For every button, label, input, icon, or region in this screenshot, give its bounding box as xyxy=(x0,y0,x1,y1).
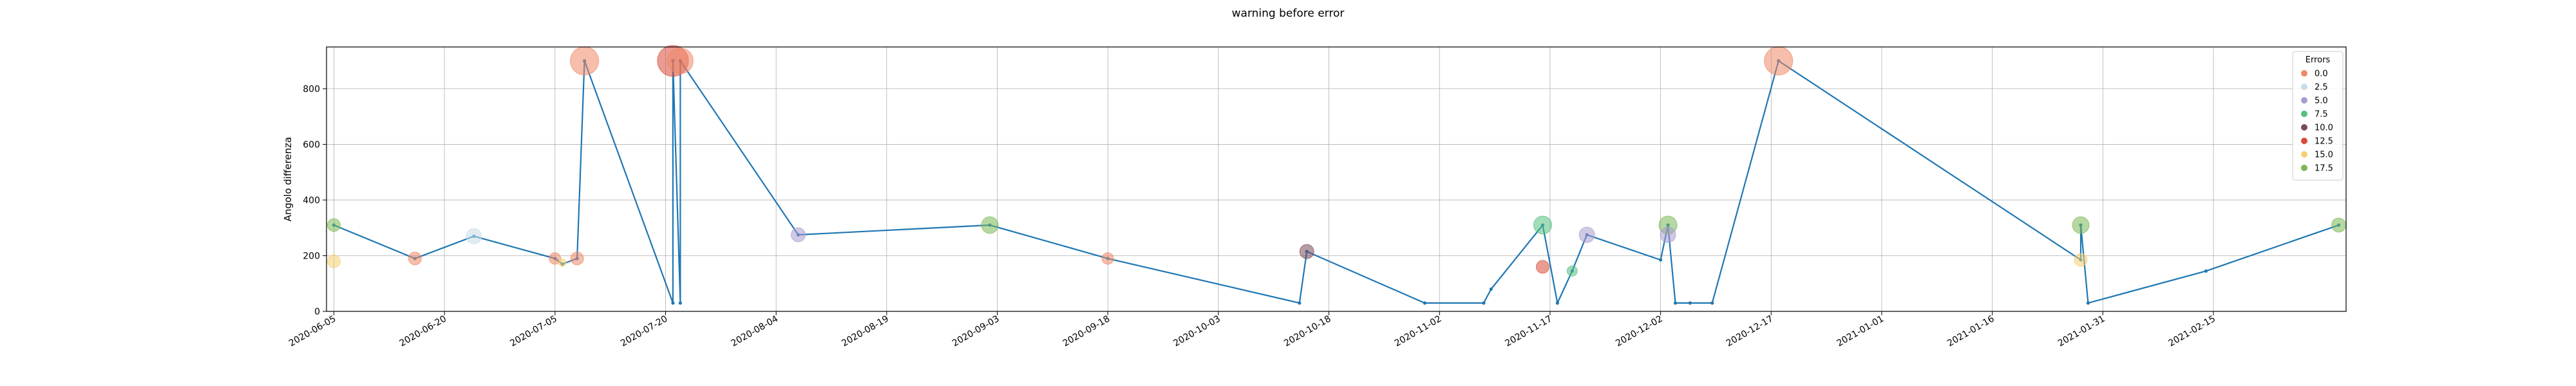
legend-entry-label: 15.0 xyxy=(2315,151,2333,160)
x-tick-label: 2020-12-17 xyxy=(1725,314,1775,349)
scatter-point xyxy=(1764,46,1794,76)
scatter-point xyxy=(1566,265,1578,277)
legend-entry-label: 2.5 xyxy=(2315,83,2328,93)
y-tick-label: 800 xyxy=(303,84,320,95)
legend-entry-label: 5.0 xyxy=(2315,96,2328,106)
scatter-point xyxy=(1299,244,1314,259)
line-marker xyxy=(1688,301,1692,305)
legend-swatch xyxy=(2301,124,2307,131)
line-marker xyxy=(1555,301,1559,305)
legend-swatch xyxy=(2301,165,2307,171)
scatter-point xyxy=(408,252,422,266)
y-tick-label: 200 xyxy=(303,251,320,261)
x-tick-label: 2021-02-15 xyxy=(2167,314,2217,349)
x-tick-label: 2020-09-18 xyxy=(1061,314,1112,349)
line-marker xyxy=(1710,301,1714,305)
scatter-point xyxy=(558,258,567,267)
legend-entry-label: 12.5 xyxy=(2315,137,2333,147)
y-axis: 0 200 400 600 800 xyxy=(303,84,327,317)
legend-box xyxy=(2292,51,2344,181)
scatter-point xyxy=(570,252,584,266)
legend-swatch xyxy=(2301,97,2307,104)
scatter-point xyxy=(327,218,341,232)
legend-entry-label: 7.5 xyxy=(2315,110,2328,120)
scatter-point xyxy=(2072,216,2090,234)
scatter-point xyxy=(981,216,999,234)
legend-swatch xyxy=(2301,111,2307,117)
series-line xyxy=(332,59,2341,306)
x-tick-label: 2020-08-04 xyxy=(730,314,781,349)
chart-title: warning before error xyxy=(1232,7,1345,20)
legend-title: Errors xyxy=(2306,55,2331,65)
scatter-points xyxy=(327,45,2347,277)
scatter-point xyxy=(667,48,694,75)
scatter-point xyxy=(570,46,600,76)
legend: Errors 0.0 2.5 5.0 7.5 10.0 12.5 15.0 17.5 xyxy=(2292,51,2344,181)
x-axis: 2020-06-05 2020-06-20 2020-07-05 2020-07-20… xyxy=(287,311,2217,349)
x-tick-label: 2020-06-20 xyxy=(398,314,448,349)
scatter-point xyxy=(1535,260,1549,274)
x-tick-label: 2021-01-16 xyxy=(1946,314,1996,349)
legend-entry-label: 0.0 xyxy=(2315,69,2328,79)
line-marker xyxy=(2204,269,2208,273)
x-tick-label: 2020-11-17 xyxy=(1503,314,1553,349)
scatter-point xyxy=(549,252,562,265)
line-marker xyxy=(2086,301,2090,305)
line-marker xyxy=(1489,287,1493,291)
scatter-point xyxy=(466,228,482,244)
grid xyxy=(327,47,2346,312)
scatter-point xyxy=(790,227,806,243)
x-tick-label: 2021-01-31 xyxy=(2056,314,2107,349)
x-tick-label: 2020-09-03 xyxy=(951,314,1001,349)
scatter-point xyxy=(2331,217,2347,233)
legend-entry-label: 17.5 xyxy=(2315,164,2333,174)
y-axis-title: Angolo differenza xyxy=(282,137,294,221)
scatter-point xyxy=(327,254,341,268)
y-tick-label: 600 xyxy=(303,140,320,150)
x-tick-label: 2020-07-05 xyxy=(508,314,558,349)
x-tick-label: 2020-12-02 xyxy=(1614,314,1664,349)
legend-entry-label: 10.0 xyxy=(2315,124,2333,133)
legend-swatch xyxy=(2301,70,2307,77)
legend-swatch xyxy=(2301,151,2307,158)
x-tick-label: 2020-10-18 xyxy=(1282,314,1332,349)
plot-frame xyxy=(326,46,2347,312)
legend-swatch xyxy=(2301,138,2307,144)
scatter-point xyxy=(1660,226,1676,243)
line-marker xyxy=(1482,301,1486,305)
x-tick-label: 2020-11-02 xyxy=(1393,314,1443,349)
scatter-point xyxy=(2074,253,2088,267)
scatter-point xyxy=(1533,216,1552,235)
legend-swatch xyxy=(2301,84,2307,90)
line-marker xyxy=(1658,258,1663,262)
line-marker xyxy=(1298,301,1302,305)
line-marker xyxy=(678,301,682,305)
line-marker xyxy=(671,301,675,305)
scatter-point xyxy=(1578,226,1595,243)
x-tick-label: 2020-07-20 xyxy=(619,314,669,349)
series-polyline xyxy=(333,59,2339,306)
line-marker xyxy=(1673,301,1678,305)
y-tick-label: 0 xyxy=(314,307,320,317)
scatter-point xyxy=(1101,252,1114,265)
x-tick-label: 2020-06-05 xyxy=(287,314,337,349)
x-tick-label: 2020-08-19 xyxy=(840,314,890,349)
x-tick-label: 2020-10-03 xyxy=(1171,314,1222,349)
line-marker xyxy=(1423,301,1426,305)
x-tick-label: 2021-01-01 xyxy=(1835,314,1885,349)
y-tick-label: 400 xyxy=(303,196,320,206)
